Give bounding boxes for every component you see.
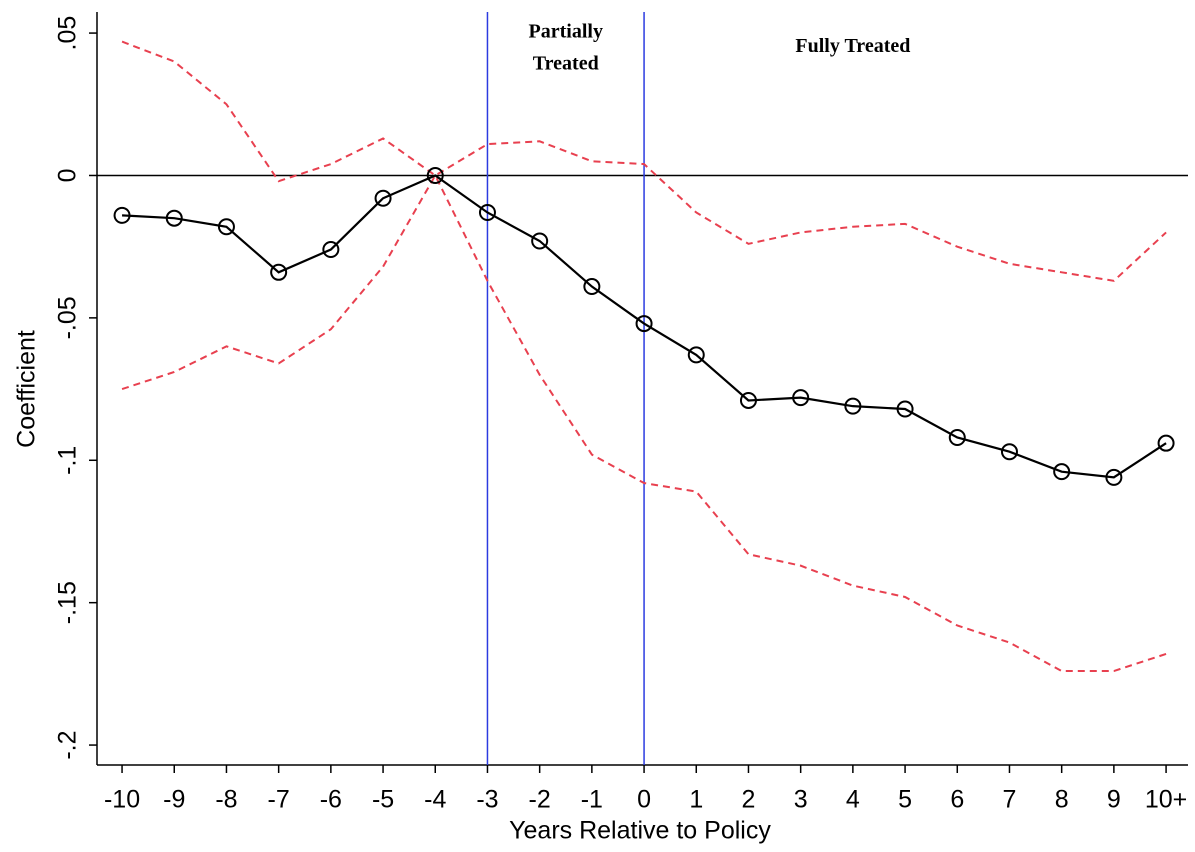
x-tick-label: 6 — [950, 786, 964, 814]
x-tick-label: 9 — [1107, 786, 1121, 814]
x-tick-label: 4 — [846, 786, 860, 814]
point — [687, 346, 705, 364]
point — [948, 428, 966, 446]
x-tick-label: 8 — [1055, 786, 1069, 814]
point — [374, 189, 392, 207]
x-tick-label: 5 — [898, 786, 912, 814]
x-tick-label: -3 — [476, 786, 498, 814]
point — [1000, 443, 1018, 461]
y-tick-label: -.15 — [54, 581, 82, 624]
annotation: Treated — [533, 53, 599, 75]
x-tick-label: -4 — [424, 786, 446, 814]
y-tick-label: -.05 — [54, 296, 82, 339]
x-tick-label: -1 — [581, 786, 603, 814]
point — [322, 241, 340, 259]
x-tick-label: -8 — [215, 786, 237, 814]
x-tick-label: 7 — [1003, 786, 1017, 814]
x-tick-label: 1 — [689, 786, 703, 814]
x-tick-label: -10 — [104, 786, 140, 814]
annotation: Partially — [529, 21, 603, 43]
coefficient-line — [121, 174, 1167, 479]
point — [844, 397, 862, 415]
y-tick-label: 0 — [54, 169, 82, 183]
point — [583, 278, 601, 296]
y-tick-label: -.2 — [54, 730, 82, 759]
ci-line — [121, 40, 1167, 282]
point — [270, 263, 288, 281]
point — [478, 203, 496, 221]
x-tick-label: 10+ — [1145, 786, 1187, 814]
ci-line — [121, 173, 1167, 673]
x-tick-label: -6 — [320, 786, 342, 814]
point — [792, 389, 810, 407]
x-tick-label: -9 — [163, 786, 185, 814]
point — [1105, 468, 1123, 486]
point — [635, 315, 653, 333]
x-tick-label: 0 — [637, 786, 651, 814]
point — [113, 206, 131, 224]
point — [1157, 434, 1175, 452]
y-tick-label: .05 — [54, 16, 82, 51]
point — [739, 391, 757, 409]
x-tick-label: 3 — [794, 786, 808, 814]
x-tick-label: -2 — [529, 786, 551, 814]
x-tick-label: -7 — [268, 786, 290, 814]
point — [1053, 463, 1071, 481]
annotation: Fully Treated — [795, 35, 910, 57]
point — [426, 166, 444, 184]
point — [217, 218, 235, 236]
y-axis-label: Coefficient — [13, 330, 41, 448]
x-tick-label: -5 — [372, 786, 394, 814]
point — [896, 400, 914, 418]
point — [531, 232, 549, 250]
y-tick-label: -.1 — [54, 446, 82, 475]
point — [165, 209, 183, 227]
x-tick-label: 2 — [742, 786, 756, 814]
x-axis-label: Years Relative to Policy — [509, 817, 771, 845]
